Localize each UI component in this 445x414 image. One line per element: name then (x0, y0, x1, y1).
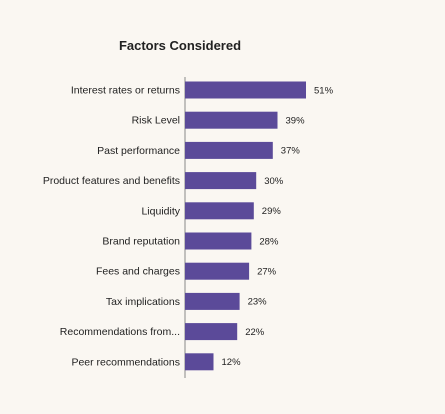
bar (185, 262, 250, 280)
category-label: Liquidity (141, 205, 180, 217)
bars-group (185, 81, 306, 371)
bar (185, 111, 278, 129)
category-label: Risk Level (132, 115, 180, 127)
value-labels-group: 51% 39% 37% 30% 29% 28% 27% 23% 22% 12% (222, 85, 334, 368)
value-label: 39% (286, 116, 306, 127)
chart-title: Factors Considered (119, 38, 241, 53)
category-label: Peer recommendations (71, 356, 180, 368)
category-label: Product features and benefits (43, 175, 180, 187)
bar (185, 172, 257, 190)
category-label: Brand reputation (102, 236, 180, 248)
bar (185, 141, 273, 159)
bar (185, 353, 214, 371)
value-label: 23% (248, 297, 268, 308)
value-label: 29% (262, 206, 282, 217)
bar (185, 202, 254, 220)
category-label: Tax implications (106, 296, 180, 308)
value-label: 27% (257, 267, 277, 278)
value-label: 37% (281, 146, 301, 157)
bar (185, 81, 306, 99)
bar (185, 292, 240, 310)
value-label: 28% (259, 236, 279, 247)
value-label: 51% (314, 85, 334, 96)
value-label: 22% (245, 327, 265, 338)
category-label: Past performance (97, 145, 180, 157)
category-label: Recommendations from... (60, 326, 180, 338)
category-label: Interest rates or returns (71, 85, 180, 97)
value-label: 30% (264, 176, 284, 187)
category-label: Fees and charges (96, 266, 180, 278)
bar (185, 232, 252, 250)
bar (185, 323, 238, 341)
value-label: 12% (222, 357, 242, 368)
category-labels-group: Interest rates or returns Risk Level Past … (43, 85, 181, 369)
